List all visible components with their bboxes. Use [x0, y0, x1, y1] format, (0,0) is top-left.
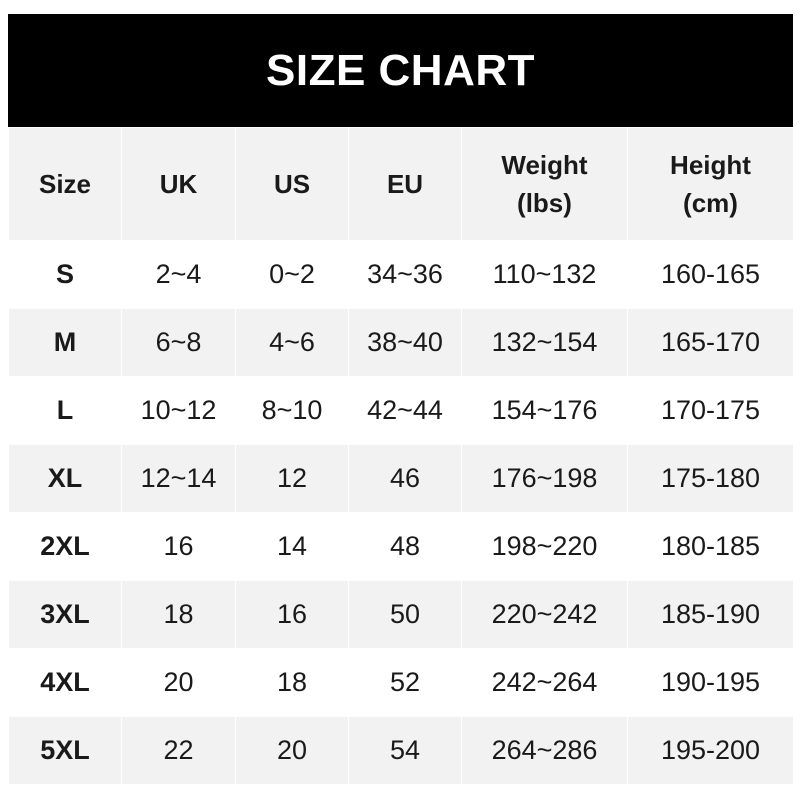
size-label: 5XL — [8, 716, 122, 785]
table-cell: 185-190 — [627, 580, 794, 649]
table-cell: 18 — [121, 580, 236, 649]
table-cell: 242~264 — [461, 648, 628, 717]
column-header-text: (lbs) — [517, 188, 572, 218]
column-header-text: Height — [670, 150, 751, 180]
table-cell: 52 — [348, 648, 462, 717]
table-cell: 180-185 — [627, 512, 794, 581]
table-row: XL 12~14 12 46 176~198 175-180 — [8, 444, 794, 513]
table-cell: 176~198 — [461, 444, 628, 513]
size-chart: SIZE CHART Size UK US EU Weight (lbs) Height (c… — [8, 14, 794, 785]
table-cell: 14 — [235, 512, 349, 581]
table-cell: 160-165 — [627, 240, 794, 309]
table-cell: 42~44 — [348, 376, 462, 445]
column-header-text: Size — [38, 169, 92, 199]
table-cell: 220~242 — [461, 580, 628, 649]
column-header-text: Weight — [501, 150, 588, 180]
column-header-text: UK — [159, 169, 198, 199]
table-cell: 2~4 — [121, 240, 236, 309]
size-label: 4XL — [8, 648, 122, 717]
column-header: Size — [8, 127, 122, 241]
table-row: 5XL 22 20 54 264~286 195-200 — [8, 716, 794, 785]
column-header-text: (cm) — [683, 188, 738, 218]
column-header-text: EU — [386, 169, 424, 199]
table-cell: 16 — [121, 512, 236, 581]
column-header: Weight (lbs) — [461, 127, 628, 241]
table-cell: 50 — [348, 580, 462, 649]
table-cell: 0~2 — [235, 240, 349, 309]
table-cell: 20 — [235, 716, 349, 785]
size-label: S — [8, 240, 122, 309]
table-cell: 170-175 — [627, 376, 794, 445]
table-cell: 132~154 — [461, 308, 628, 377]
table-row: M 6~8 4~6 38~40 132~154 165-170 — [8, 308, 794, 377]
size-label: 2XL — [8, 512, 122, 581]
table-cell: 165-170 — [627, 308, 794, 377]
table-cell: 18 — [235, 648, 349, 717]
table-row: 3XL 18 16 50 220~242 185-190 — [8, 580, 794, 649]
size-label: XL — [8, 444, 122, 513]
table-cell: 20 — [121, 648, 236, 717]
size-label: 3XL — [8, 580, 122, 649]
size-label: M — [8, 308, 122, 377]
table-cell: 48 — [348, 512, 462, 581]
table-cell: 195-200 — [627, 716, 794, 785]
table-cell: 154~176 — [461, 376, 628, 445]
table-row: L 10~12 8~10 42~44 154~176 170-175 — [8, 376, 794, 445]
table-cell: 198~220 — [461, 512, 628, 581]
column-header: Height (cm) — [627, 127, 794, 241]
table-cell: 34~36 — [348, 240, 462, 309]
table-cell: 8~10 — [235, 376, 349, 445]
table-cell: 22 — [121, 716, 236, 785]
table-cell: 54 — [348, 716, 462, 785]
table-cell: 175-180 — [627, 444, 794, 513]
column-header: EU — [348, 127, 462, 241]
table-cell: 46 — [348, 444, 462, 513]
table-cell: 16 — [235, 580, 349, 649]
table-cell: 264~286 — [461, 716, 628, 785]
table-cell: 110~132 — [461, 240, 628, 309]
table-cell: 12~14 — [121, 444, 236, 513]
chart-title: SIZE CHART — [8, 14, 793, 127]
table-row: 4XL 20 18 52 242~264 190-195 — [8, 648, 794, 717]
table-cell: 12 — [235, 444, 349, 513]
size-table: Size UK US EU Weight (lbs) Height (cm) S 2~4 0~2 3… — [8, 127, 794, 785]
table-cell: 6~8 — [121, 308, 236, 377]
table-cell: 38~40 — [348, 308, 462, 377]
size-label: L — [8, 376, 122, 445]
table-cell: 10~12 — [121, 376, 236, 445]
table-cell: 4~6 — [235, 308, 349, 377]
column-header: UK — [121, 127, 236, 241]
column-header: US — [235, 127, 349, 241]
table-header-row: Size UK US EU Weight (lbs) Height (cm) — [8, 127, 794, 241]
column-header-text: US — [273, 169, 311, 199]
table-row: 2XL 16 14 48 198~220 180-185 — [8, 512, 794, 581]
table-cell: 190-195 — [627, 648, 794, 717]
table-row: S 2~4 0~2 34~36 110~132 160-165 — [8, 240, 794, 309]
